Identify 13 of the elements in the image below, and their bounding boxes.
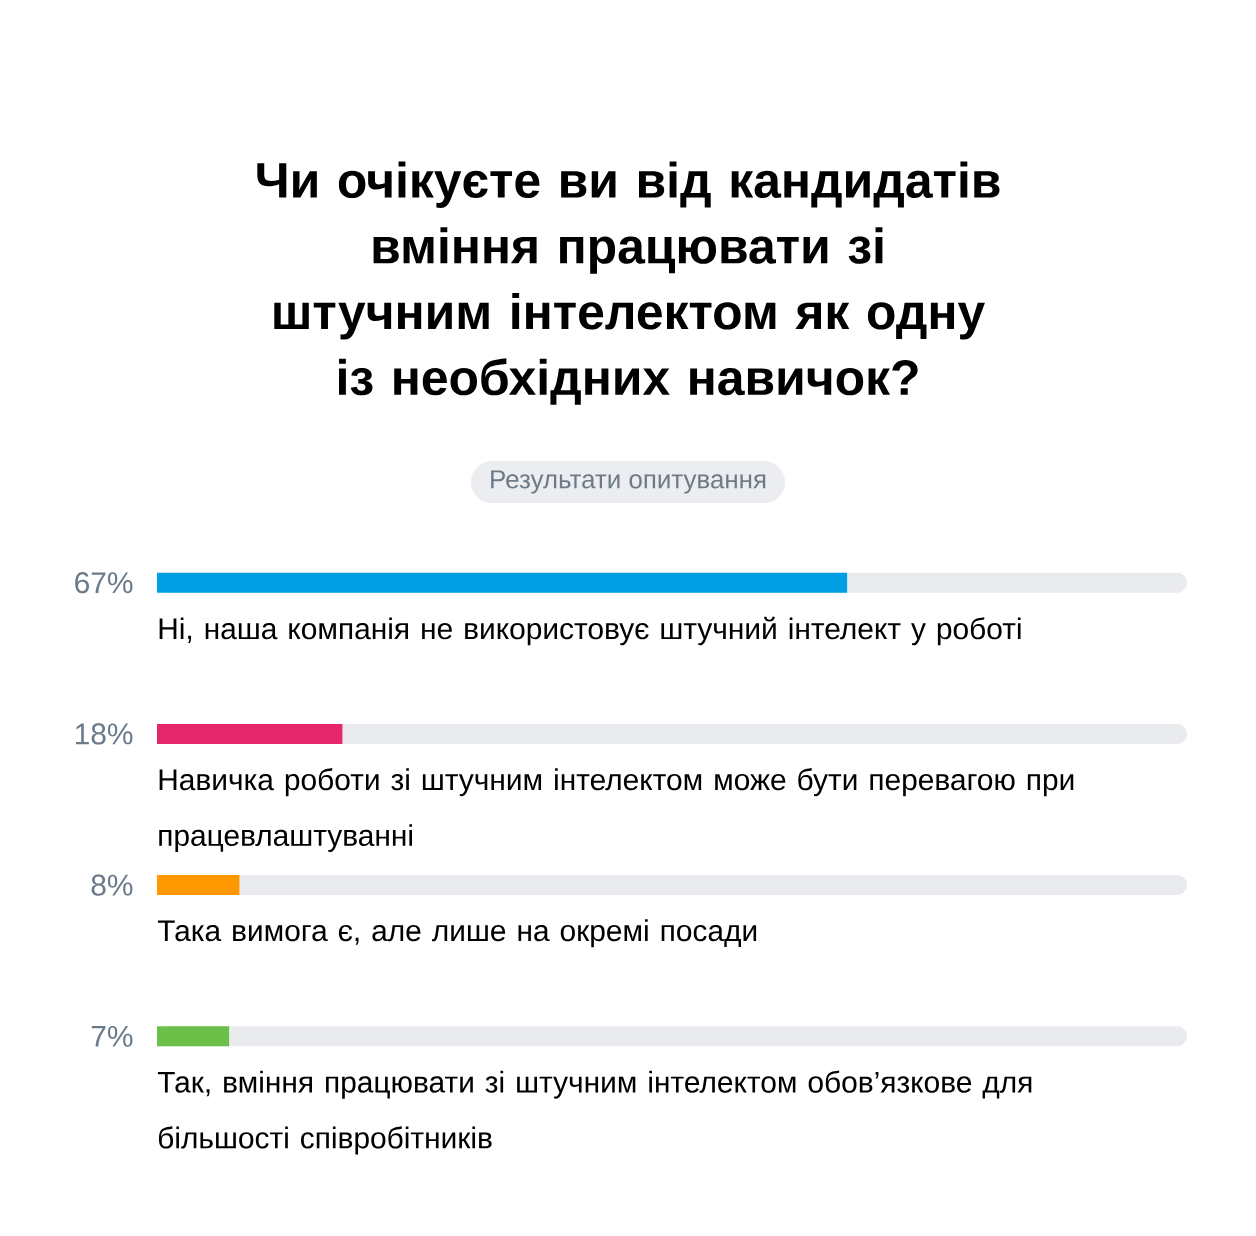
data-label: 8%	[91, 874, 133, 896]
y-tick-label: Така вимога є, але лише на окремі посади	[157, 919, 757, 948]
bar	[157, 723, 343, 744]
y-tick-label: Ні, наша компанія не використовує штучний інтелект у роботі	[159, 616, 1021, 646]
data-label: 18%	[75, 723, 133, 745]
chart-title: Чи очікуєте ви від кандидатів вміння працювати зі штучним інтелектом як одну із необхідних навичок?	[257, 161, 1000, 405]
data-label: 7%	[91, 1025, 133, 1047]
bar	[157, 875, 240, 896]
y-tick-label: Так, вміння працювати зі штучним інтелектом обов’язкове для більшості співробітників	[157, 1070, 1032, 1155]
bar	[157, 1026, 230, 1047]
data-label: 67%	[75, 572, 133, 594]
chart-subtitle: Результати опитування	[491, 470, 766, 494]
y-tick-label: Навичка роботи зі штучним інтелектом може бути перевагою при працевлаштуванні	[159, 768, 1074, 853]
